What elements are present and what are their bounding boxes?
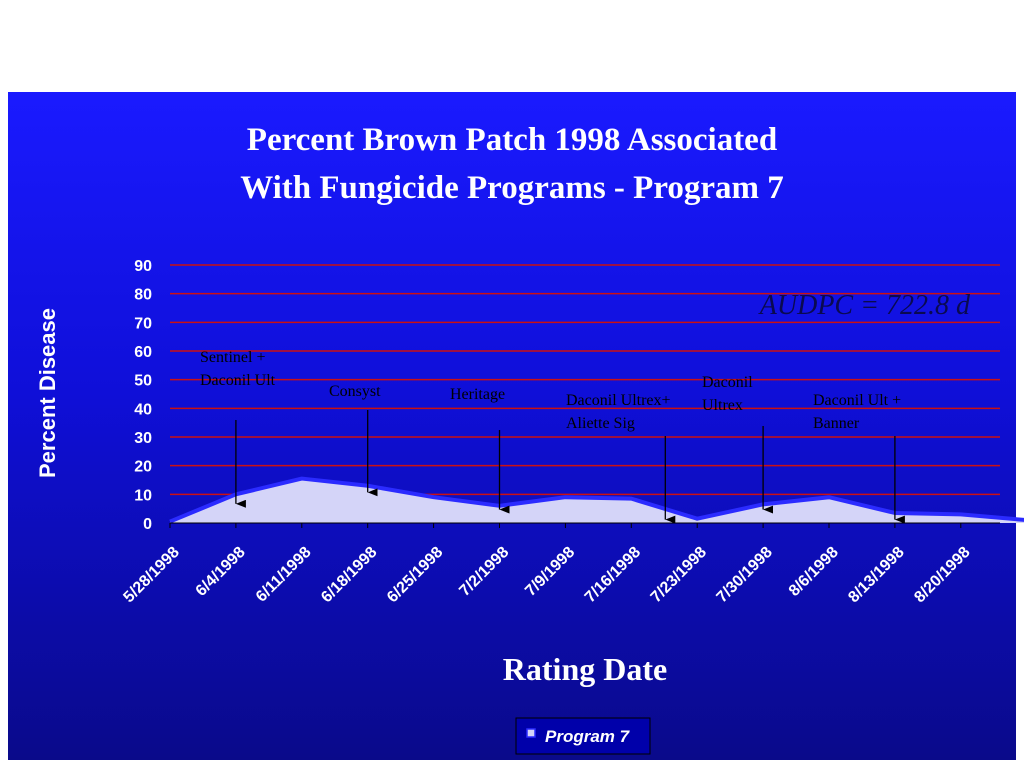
y-tick-label-50: 50 <box>134 373 152 390</box>
y-tick-label-0: 0 <box>143 516 152 533</box>
x-tick-label-9: 7/30/1998 <box>714 544 776 606</box>
x-tick-label-0: 5/28/1998 <box>120 544 182 606</box>
series-line-program-7 <box>169 476 1024 524</box>
annotation-1-line-2: Daconil Ult <box>200 372 276 389</box>
annotation-5-line-1: Daconil <box>702 374 753 391</box>
y-tick-label-70: 70 <box>134 315 152 332</box>
legend-box <box>515 717 651 755</box>
y-axis-title: Percent Disease <box>35 308 60 478</box>
x-tick-label-4: 6/25/1998 <box>384 544 446 606</box>
legend-swatch-program-7 <box>526 728 536 738</box>
annotation-3-line-1: Heritage <box>450 386 505 403</box>
x-tick-label-3: 6/18/1998 <box>318 544 380 606</box>
y-tick-label-80: 80 <box>134 287 152 304</box>
x-tick-label-6: 7/9/1998 <box>522 544 578 600</box>
annotation-6-line-2: Banner <box>813 415 860 432</box>
annotation-6-line-1: Daconil Ult + <box>813 392 901 409</box>
y-tick-label-60: 60 <box>134 344 152 361</box>
x-tick-label-7: 7/16/1998 <box>582 544 644 606</box>
annotation-4-line-2: Aliette Sig <box>566 415 635 432</box>
annotation-5-line-2: Ultrex <box>702 397 743 414</box>
chart-title-line-2: With Fungicide Programs - Program 7 <box>240 170 784 206</box>
y-tick-label-30: 30 <box>134 430 152 447</box>
x-tick-label-12: 8/20/1998 <box>911 544 973 606</box>
y-tick-label-20: 20 <box>134 459 152 476</box>
audpc-label: AUDPC = 722.8 d <box>758 290 971 321</box>
series-area-program-7 <box>170 478 1024 523</box>
annotation-4-line-1: Daconil Ultrex+ <box>566 392 671 409</box>
y-tick-label-40: 40 <box>134 401 152 418</box>
x-tick-label-11: 8/13/1998 <box>845 544 907 606</box>
chart-title-line-1: Percent Brown Patch 1998 Associated <box>246 122 778 158</box>
x-tick-label-8: 7/23/1998 <box>648 544 710 606</box>
y-tick-label-10: 10 <box>134 487 152 504</box>
annotation-2-line-1: Consyst <box>329 383 381 400</box>
x-tick-label-1: 6/4/1998 <box>193 544 249 600</box>
slide-background <box>8 92 1016 760</box>
x-tick-label-5: 7/2/1998 <box>456 544 512 600</box>
legend-label-program-7: Program 7 <box>545 727 631 746</box>
x-tick-label-2: 6/11/1998 <box>253 544 315 606</box>
x-tick-label-10: 8/6/1998 <box>786 544 842 600</box>
x-axis-title: Rating Date <box>503 651 667 687</box>
annotation-1-line-1: Sentinel + <box>200 349 265 366</box>
y-tick-label-90: 90 <box>134 258 152 275</box>
